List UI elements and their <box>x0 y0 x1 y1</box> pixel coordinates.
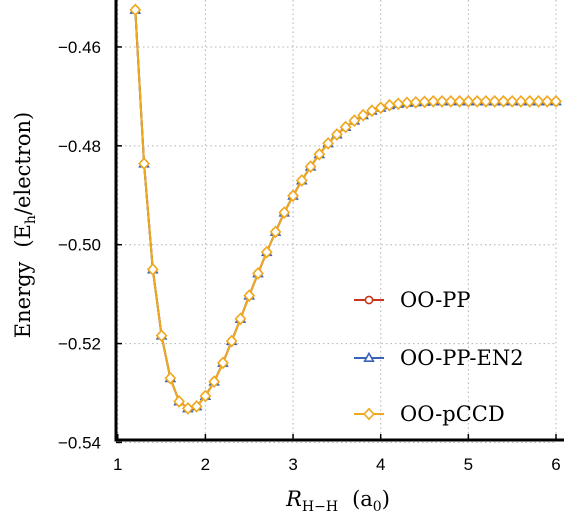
data-point-s2-23 <box>330 128 343 141</box>
data-point-s2-43 <box>506 94 519 108</box>
data-point-s2-14 <box>252 267 264 280</box>
y-tick-label-2: −0.50 <box>58 236 101 255</box>
data-point-s2-40 <box>479 94 492 108</box>
data-point-s2-35 <box>436 94 448 108</box>
data-point-s2-48 <box>550 94 562 108</box>
x-tick-label-0: 1 <box>113 455 122 474</box>
data-point-s2-4 <box>164 371 177 385</box>
data-point-s2-47 <box>541 94 554 108</box>
data-point-s2-9 <box>208 375 221 389</box>
x-axis-title-main: R <box>285 487 302 511</box>
y-tick-label-3: −0.52 <box>58 335 101 354</box>
legend-label-0: OO-PP <box>400 288 471 312</box>
data-point-s2-30 <box>392 97 405 111</box>
legend-label-1: OO-PP-EN2 <box>400 346 524 370</box>
x-axis-title-unit: (a <box>352 487 373 511</box>
data-point-s2-18 <box>287 189 299 203</box>
legend-marker-2 <box>363 407 375 421</box>
data-point-s2-27 <box>366 104 378 118</box>
x-axis-title-unit-sub: 0 <box>373 499 382 515</box>
x-tick-label-1: 2 <box>201 455 210 474</box>
x-tick-label-4: 5 <box>464 455 473 474</box>
legend-marker-1 <box>363 351 375 363</box>
x-axis-title-unit-close: ) <box>382 487 390 511</box>
data-point-s2-32 <box>409 95 422 109</box>
legend-label-2: OO-pCCD <box>400 402 505 426</box>
y-tick-label-4: −0.54 <box>58 433 101 452</box>
data-point-s2-15 <box>260 245 273 259</box>
data-point-s2-36 <box>444 94 457 108</box>
data-point-s2-5 <box>173 395 185 408</box>
data-point-s2-21 <box>313 147 326 161</box>
data-point-s2-0 <box>129 3 142 17</box>
data-point-s2-2 <box>146 263 159 276</box>
data-point-s2-10 <box>217 356 229 370</box>
data-point-s2-16 <box>269 225 282 239</box>
x-tick-label-5: 6 <box>551 455 560 474</box>
data-point-s2-33 <box>418 95 431 109</box>
data-point-s2-11 <box>225 334 238 348</box>
data-point-s2-8 <box>199 389 212 403</box>
y-axis-title-unit-rest: /electron) <box>11 112 35 215</box>
data-point-s2-7 <box>190 400 203 413</box>
y-tick-label-1: −0.48 <box>58 137 101 156</box>
data-point-s2-22 <box>322 136 335 150</box>
data-point-s2-37 <box>453 94 466 108</box>
data-point-s2-13 <box>243 289 256 303</box>
data-point-s2-38 <box>462 94 475 108</box>
data-point-s2-28 <box>374 101 387 115</box>
data-point-s2-39 <box>471 94 484 108</box>
data-point-s2-26 <box>357 108 370 122</box>
data-point-s2-31 <box>401 96 413 110</box>
data-point-s2-3 <box>155 329 168 343</box>
data-point-s2-45 <box>523 94 536 108</box>
y-axis-title-unit-sub: h <box>23 215 39 224</box>
data-point-s2-19 <box>295 174 308 187</box>
data-point-s2-24 <box>339 120 352 134</box>
data-point-s2-46 <box>532 94 545 108</box>
legend-marker-0 <box>364 295 374 305</box>
grid-lines <box>116 0 557 443</box>
y-tick-label-0: −0.46 <box>58 38 101 57</box>
x-axis-title: RH−H (a0) <box>285 487 390 515</box>
data-point-s2-42 <box>497 94 510 108</box>
data-point-s2-25 <box>348 114 361 128</box>
y-axis-title-unit-open: (E <box>11 224 35 248</box>
data-point-s2-41 <box>488 94 501 108</box>
x-tick-label-3: 4 <box>376 455 385 474</box>
data-point-s2-20 <box>304 160 317 173</box>
data-point-s2-34 <box>427 94 440 108</box>
series-oo-pccd <box>129 3 562 415</box>
x-axis-title-sub: H−H <box>302 499 338 515</box>
y-axis-title-main: Energy <box>11 261 35 338</box>
tick-labels: 1 2 3 4 5 6 −0.46 −0.48 −0.50 −0.52 −0.54 <box>58 38 561 474</box>
axes <box>114 0 564 442</box>
x-tick-label-2: 3 <box>288 455 297 474</box>
legend: OO-PP OO-PP-EN2 OO-pCCD <box>354 288 524 426</box>
data-point-s2-1 <box>138 157 150 171</box>
y-axis-title: Energy (Eh/electron) <box>11 112 39 338</box>
series-layer <box>129 3 562 415</box>
data-point-s2-44 <box>515 94 527 108</box>
data-point-s2-17 <box>278 206 291 219</box>
data-point-s2-12 <box>234 312 247 326</box>
